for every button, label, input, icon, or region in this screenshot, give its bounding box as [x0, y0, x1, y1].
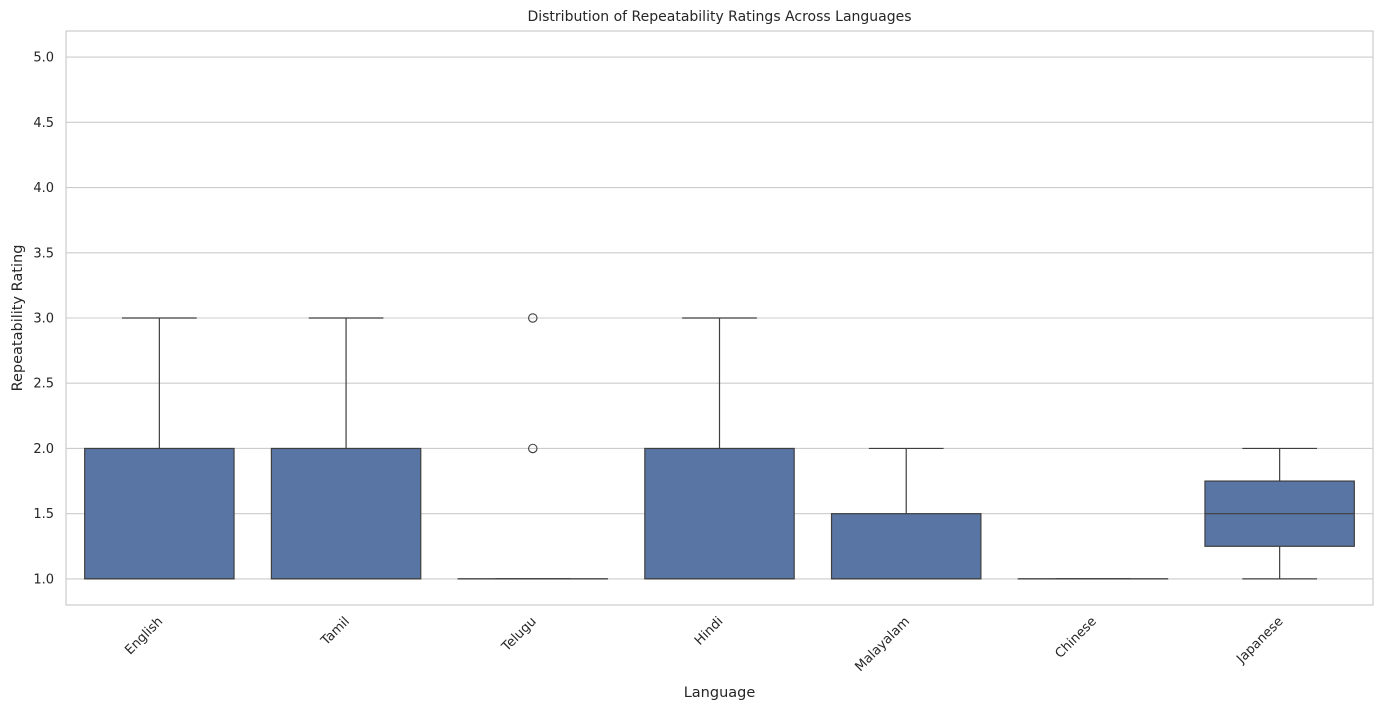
- box-iqr: [644, 447, 795, 580]
- y-tick-labels: 1.0 1.5 2.0 2.5 3.0 3.5 4.0 4.5 5.0: [33, 51, 54, 588]
- x-axis-label: Language: [684, 685, 756, 701]
- x-tick-labels: English Tamil Telugu Hindi Malayalam Chinese J…: [122, 614, 1286, 675]
- y-tick-label: 1.5: [33, 507, 54, 522]
- y-tick-label: 4.0: [33, 181, 54, 196]
- box-telugu: [457, 313, 609, 580]
- x-tick-label: Chinese: [1052, 614, 1099, 661]
- box-iqr: [830, 513, 982, 580]
- y-tick-label: 4.5: [33, 116, 54, 131]
- x-tick-label: Malayalam: [852, 614, 913, 675]
- y-tick-label: 3.0: [33, 312, 54, 327]
- box-iqr: [84, 447, 235, 580]
- y-tick-label: 3.5: [33, 246, 54, 261]
- y-tick-label: 2.5: [33, 377, 54, 392]
- y-tick-label: 5.0: [33, 51, 54, 66]
- x-tick-label: Telugu: [499, 614, 540, 655]
- box-malayalam: [830, 447, 982, 580]
- box-iqr: [270, 447, 422, 580]
- y-tick-label: 2.0: [33, 442, 54, 457]
- box-japanese: [1204, 447, 1355, 580]
- box-tamil: [270, 317, 422, 580]
- x-tick-label: Japanese: [1233, 614, 1286, 667]
- box-series: [84, 313, 1355, 580]
- y-tick-label: 1.0: [33, 572, 54, 587]
- outlier-point: [528, 313, 538, 323]
- outlier-point: [528, 443, 538, 454]
- box-english: [84, 317, 235, 580]
- x-tick-label: Hindi: [692, 614, 726, 648]
- chart-title: Distribution of Repeatability Ratings Ac…: [527, 9, 911, 25]
- x-tick-label: Tamil: [318, 614, 353, 649]
- x-tick-label: English: [122, 614, 166, 658]
- plot-frame: [65, 30, 1374, 606]
- y-axis-label: Repeatability Rating: [10, 245, 26, 392]
- box-hindi: [644, 317, 795, 580]
